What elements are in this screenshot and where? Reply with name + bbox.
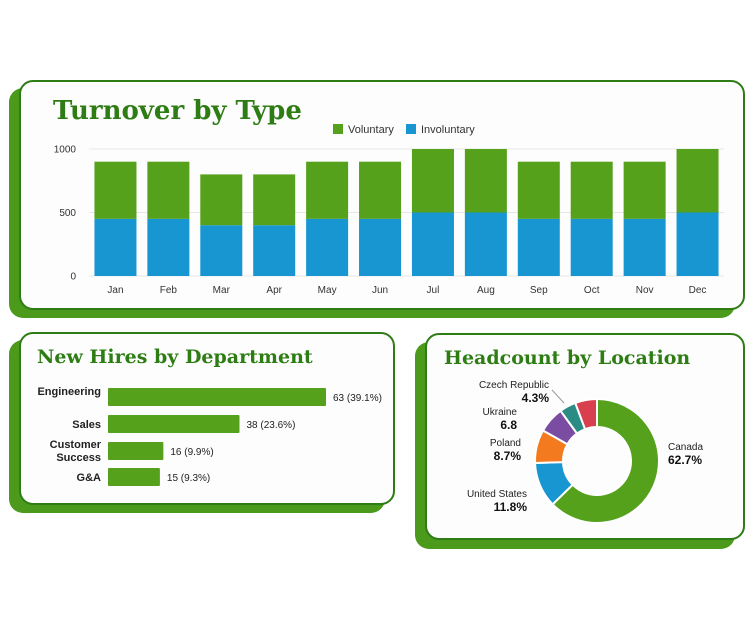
hires-bar bbox=[108, 415, 240, 433]
bar-involuntary bbox=[200, 225, 243, 276]
donut-label-name: Ukraine bbox=[483, 407, 518, 418]
x-tick-label: Dec bbox=[689, 285, 707, 296]
hires-value-label: 15 (9.3%) bbox=[167, 473, 210, 484]
bar-involuntary bbox=[411, 212, 454, 276]
donut-label-name: Canada bbox=[668, 442, 703, 453]
bar-voluntary bbox=[359, 161, 402, 219]
turnover-card: Turnover by Type 0 500 1000 Voluntary Involu… bbox=[19, 80, 745, 310]
donut-label-value: 6.8 bbox=[500, 418, 517, 432]
hires-category-label: Engineering bbox=[37, 386, 101, 398]
legend-label: Voluntary bbox=[348, 124, 394, 136]
hires-category-label: Sales bbox=[72, 419, 101, 431]
x-tick-label: Nov bbox=[636, 285, 654, 296]
x-tick-label: Mar bbox=[213, 285, 231, 296]
hires-value-label: 63 (39.1%) bbox=[333, 393, 382, 404]
donut-label-name: United States bbox=[467, 489, 527, 500]
x-tick-label: Oct bbox=[584, 285, 600, 296]
y-tick-label: 1000 bbox=[54, 145, 77, 156]
donut-label-value: 11.8% bbox=[494, 500, 528, 514]
turnover-title: Turnover by Type bbox=[53, 96, 302, 126]
bar-voluntary bbox=[200, 174, 243, 226]
headcount-title: Headcount by Location bbox=[444, 347, 691, 369]
bar-voluntary bbox=[464, 149, 507, 213]
x-tick-label: May bbox=[318, 285, 337, 296]
hires-category-label: Success bbox=[56, 452, 101, 464]
y-tick-label: 500 bbox=[59, 208, 76, 219]
legend-label: Involuntary bbox=[421, 124, 475, 136]
hires-title: New Hires by Department bbox=[37, 346, 313, 368]
hires-value-label: 38 (23.6%) bbox=[246, 420, 295, 431]
hires-bar bbox=[108, 388, 326, 406]
turnover-chart: 0 500 1000 Voluntary Involuntary Jan Feb Mar Apr… bbox=[54, 124, 724, 296]
donut-leader-line bbox=[551, 389, 565, 404]
bar-involuntary bbox=[359, 218, 402, 276]
hires-bar bbox=[108, 442, 164, 460]
x-tick-label: Jun bbox=[372, 285, 388, 296]
hires-category-label: G&A bbox=[77, 472, 102, 484]
donut-label-value: 8.7% bbox=[494, 449, 522, 463]
y-tick-label: 0 bbox=[70, 272, 76, 283]
bar-voluntary bbox=[306, 161, 349, 219]
donut-slice bbox=[551, 397, 660, 524]
bar-involuntary bbox=[676, 212, 719, 276]
headcount-card: Headcount by Location Canada 62.7% United … bbox=[425, 333, 745, 540]
bar-involuntary bbox=[94, 218, 137, 276]
x-tick-label: Jan bbox=[107, 285, 123, 296]
bar-involuntary bbox=[253, 225, 296, 276]
x-tick-label: Aug bbox=[477, 285, 495, 296]
bar-involuntary bbox=[147, 218, 190, 276]
hires-category-label: Customer bbox=[50, 439, 102, 451]
bar-involuntary bbox=[623, 218, 666, 276]
hires-bar bbox=[108, 468, 160, 486]
x-tick-label: Feb bbox=[160, 285, 178, 296]
bar-voluntary bbox=[411, 149, 454, 213]
bar-involuntary bbox=[517, 218, 560, 276]
bar-voluntary bbox=[676, 149, 719, 213]
bar-involuntary bbox=[306, 218, 349, 276]
bar-voluntary bbox=[623, 161, 666, 219]
legend-swatch bbox=[333, 124, 343, 134]
bar-involuntary bbox=[464, 212, 507, 276]
x-tick-label: Sep bbox=[530, 285, 548, 296]
bar-voluntary bbox=[147, 161, 190, 219]
donut-label-value: 62.7% bbox=[668, 453, 702, 467]
donut-label-name: Poland bbox=[490, 438, 521, 449]
donut-label-value: 4.3% bbox=[522, 391, 550, 405]
bar-voluntary bbox=[94, 161, 137, 219]
bar-involuntary bbox=[570, 218, 613, 276]
bar-voluntary bbox=[253, 174, 296, 226]
donut-slice bbox=[573, 397, 598, 431]
x-tick-label: Jul bbox=[427, 285, 440, 296]
legend-swatch bbox=[406, 124, 416, 134]
bar-voluntary bbox=[570, 161, 613, 219]
bar-voluntary bbox=[517, 161, 560, 219]
x-tick-label: Apr bbox=[266, 285, 282, 296]
hires-card: New Hires by Department 63 (39.1%) Engine… bbox=[19, 332, 395, 505]
hires-value-label: 16 (9.9%) bbox=[170, 447, 213, 458]
donut-label-name: Czech Republic bbox=[479, 380, 549, 391]
hires-chart: 63 (39.1%) Engineering 38 (23.6%) Sales 16 (… bbox=[37, 386, 382, 486]
